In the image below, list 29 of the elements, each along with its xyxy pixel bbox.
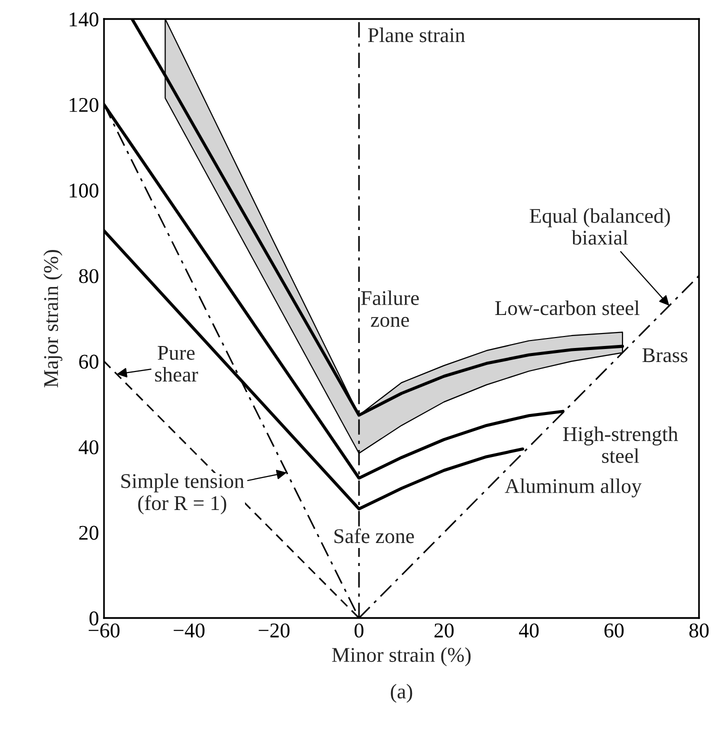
y-tick-label: 80: [79, 269, 98, 284]
ref-line-label: Plane strain: [368, 28, 465, 42]
y-tick-label: 140: [70, 12, 98, 26]
x-tick-label: −40: [174, 623, 204, 638]
x-tick-label: 60: [604, 623, 624, 638]
x-tick-label: 80: [689, 623, 709, 638]
y-axis-title: Major strain (%): [43, 250, 62, 388]
y-tick-label: 20: [79, 526, 98, 540]
x-tick-label: −20: [258, 623, 290, 638]
x-tick-label: −60: [88, 623, 120, 638]
text: (a): [390, 684, 412, 703]
x-tick-label: 20: [434, 623, 454, 638]
annotation: Simple tension (for R = 1): [121, 473, 244, 514]
annotation: Equal (balanced) biaxial: [530, 208, 670, 245]
series-label: Brass: [642, 348, 688, 362]
x-tick-label: 0: [354, 623, 364, 638]
series-label: High-strength steel: [563, 426, 678, 463]
x-tick-label: 40: [518, 623, 539, 638]
y-tick-label: 40: [78, 440, 98, 454]
annotation: Failure zone: [361, 290, 419, 327]
y-tick-label: 0: [90, 611, 98, 626]
series-label: Aluminum alloy: [504, 478, 642, 498]
annotation: Pure shear: [155, 346, 198, 382]
y-tick-label: 120: [70, 98, 98, 112]
y-tick-label: 100: [70, 184, 98, 198]
x-axis-title: Minor strain (%): [332, 647, 471, 666]
y-tick-label: 60: [79, 354, 98, 369]
annotation: Low-carbon steel: [495, 300, 640, 316]
annotation: Safe zone: [334, 528, 414, 544]
